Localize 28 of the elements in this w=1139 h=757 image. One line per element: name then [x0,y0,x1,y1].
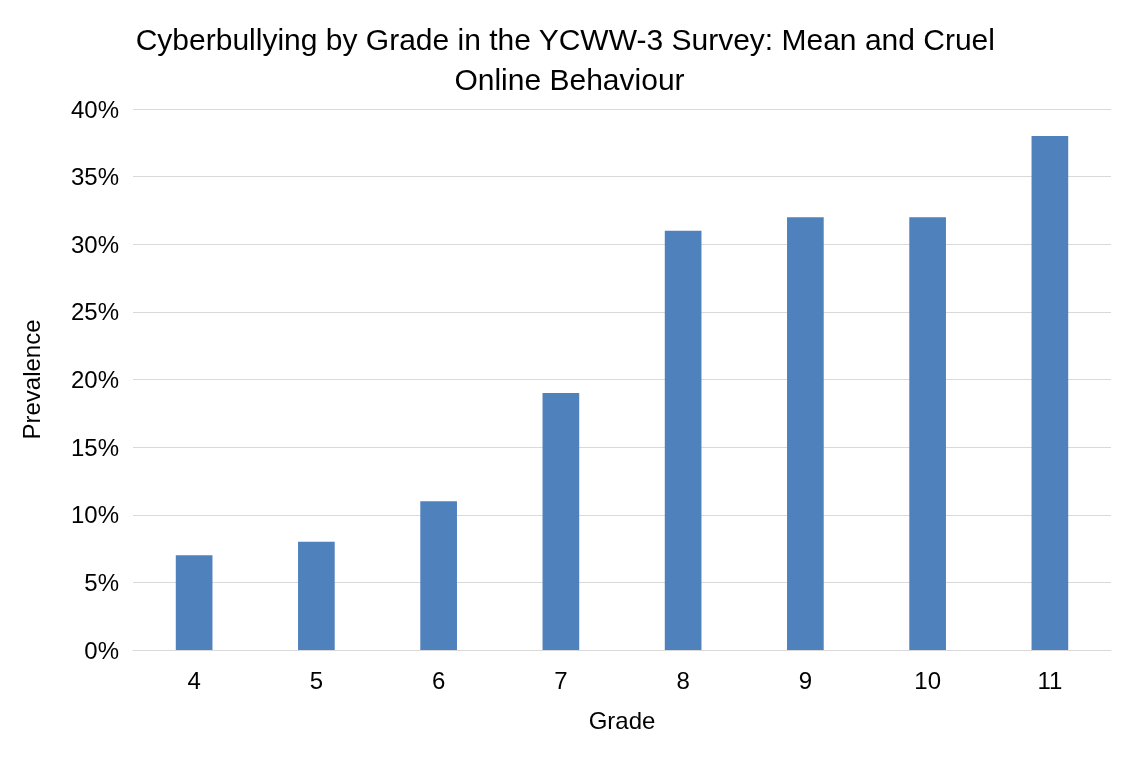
bar [1031,136,1069,650]
y-axis-title: Prevalence [17,319,45,440]
y-tick-label: 20% [70,366,119,393]
x-axis-title: Grade [588,706,656,734]
bar [542,393,580,650]
bar [787,217,824,650]
y-tick-label: 15% [70,433,119,461]
x-tick-label: 10 [914,666,941,694]
chart-title: Cyberbullying by Grade in the YCWW-3 Survey: Mean and Cruel Online Behaviour [135,22,1004,96]
bar [664,230,702,650]
y-tick-label: 35% [70,163,119,191]
y-tick-label: 40% [70,95,119,123]
y-tick-label: 30% [70,230,119,258]
y-tick-label: 25% [70,298,119,326]
x-tick-label: 9 [798,666,813,694]
y-tick-label: 10% [70,501,119,529]
bar [298,541,335,650]
x-tick-label: 6 [431,666,446,694]
x-tick-label: 7 [554,666,568,694]
y-tick-label: 0% [84,636,119,664]
x-tick-label: 5 [309,666,324,694]
x-tick-label: 8 [676,666,690,694]
x-tick-label: 11 [1037,666,1063,694]
bar [909,217,946,650]
bar [175,555,213,650]
bar [420,501,457,650]
x-tick-label: 4 [187,666,201,694]
y-tick-label: 5% [84,568,119,596]
